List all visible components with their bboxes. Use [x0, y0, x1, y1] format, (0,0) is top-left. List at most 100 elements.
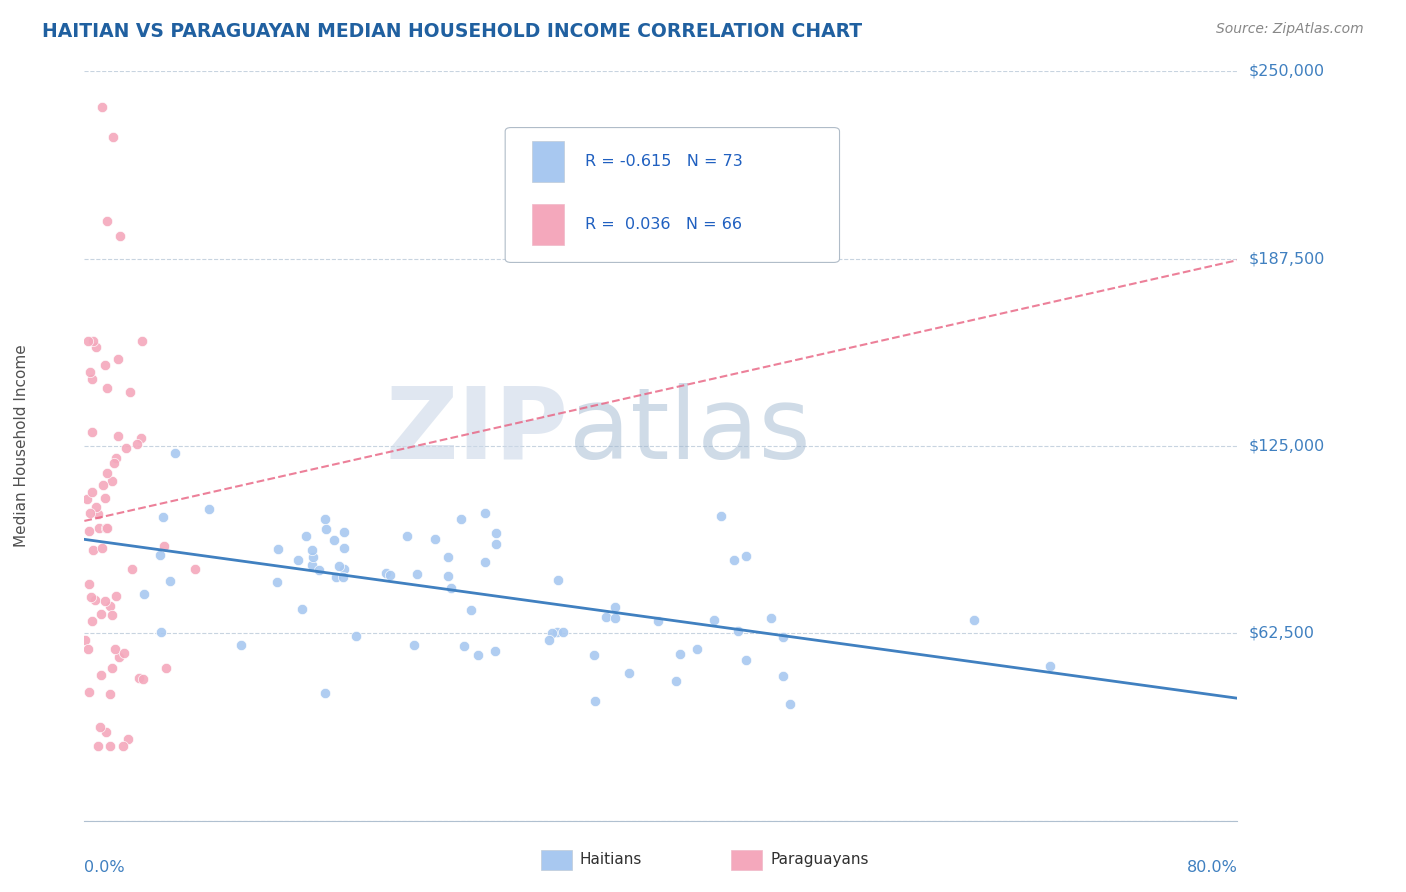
Point	[314, 512, 336, 526]
Point	[710, 508, 733, 523]
Point	[314, 686, 336, 700]
Point	[374, 566, 396, 580]
Point	[101, 661, 124, 675]
Point	[152, 510, 174, 524]
Point	[665, 674, 688, 689]
Point	[583, 694, 606, 708]
Text: Source: ZipAtlas.com: Source: ZipAtlas.com	[1216, 22, 1364, 37]
Point	[779, 697, 801, 711]
Point	[117, 732, 139, 747]
Point	[80, 371, 103, 385]
Point	[96, 521, 118, 535]
Point	[328, 559, 350, 574]
Point	[308, 563, 330, 577]
Point	[159, 574, 181, 589]
Point	[77, 685, 100, 699]
Point	[378, 568, 401, 582]
Point	[93, 594, 115, 608]
Point	[76, 491, 98, 506]
Point	[114, 442, 136, 456]
Point	[772, 669, 794, 683]
Point	[98, 599, 121, 613]
Point	[333, 525, 356, 540]
Point	[603, 610, 626, 624]
Point	[323, 533, 346, 548]
Point	[149, 625, 172, 640]
Point	[617, 665, 640, 680]
Point	[474, 506, 496, 520]
Point	[669, 648, 692, 662]
Point	[155, 661, 177, 675]
Point	[425, 532, 447, 546]
Point	[104, 451, 127, 466]
Point	[332, 570, 354, 584]
Point	[83, 593, 105, 607]
Point	[149, 548, 172, 562]
Point	[112, 646, 135, 660]
Point	[727, 624, 749, 639]
Point	[131, 430, 153, 444]
Point	[315, 522, 337, 536]
Text: HAITIAN VS PARAGUAYAN MEDIAN HOUSEHOLD INCOME CORRELATION CHART: HAITIAN VS PARAGUAYAN MEDIAN HOUSEHOLD I…	[42, 22, 862, 41]
Point	[198, 502, 221, 516]
Point	[93, 358, 115, 372]
Point	[87, 739, 110, 753]
Point	[104, 642, 127, 657]
Point	[98, 739, 121, 753]
Point	[107, 428, 129, 442]
Text: $125,000: $125,000	[1249, 439, 1324, 453]
Point	[103, 130, 124, 145]
Point	[90, 668, 112, 682]
Point	[131, 334, 153, 348]
Point	[108, 650, 131, 665]
Text: $187,500: $187,500	[1249, 252, 1324, 266]
Point	[84, 340, 107, 354]
Point	[96, 214, 118, 228]
Point	[325, 570, 347, 584]
Point	[93, 478, 115, 492]
Point	[485, 537, 508, 551]
Point	[76, 334, 98, 349]
Text: atlas: atlas	[568, 383, 810, 480]
Point	[453, 640, 475, 654]
Point	[165, 445, 187, 459]
Point	[287, 553, 309, 567]
Point	[460, 603, 482, 617]
Text: R = -0.615   N = 73: R = -0.615 N = 73	[585, 154, 742, 169]
Point	[75, 633, 97, 648]
Text: 80.0%: 80.0%	[1187, 860, 1237, 874]
Point	[131, 672, 153, 686]
Text: Median Household Income: Median Household Income	[14, 344, 30, 548]
Text: R =  0.036   N = 66: R = 0.036 N = 66	[585, 217, 742, 232]
Point	[118, 384, 141, 399]
Point	[90, 607, 112, 622]
Point	[583, 648, 606, 662]
FancyBboxPatch shape	[505, 128, 839, 262]
Point	[91, 541, 114, 555]
Point	[80, 590, 103, 604]
Point	[93, 491, 115, 505]
Point	[1039, 658, 1062, 673]
Point	[734, 549, 756, 564]
Point	[101, 474, 124, 488]
Point	[80, 425, 103, 439]
Point	[759, 611, 782, 625]
Point	[96, 381, 118, 395]
Point	[107, 351, 129, 366]
Point	[333, 562, 356, 576]
Point	[439, 581, 461, 595]
Text: Haitians: Haitians	[579, 853, 641, 867]
Point	[184, 562, 207, 576]
Point	[436, 569, 458, 583]
Point	[94, 521, 117, 535]
Point	[685, 641, 707, 656]
Point	[98, 687, 121, 701]
Point	[77, 577, 100, 591]
Point	[484, 644, 506, 658]
Point	[110, 229, 132, 244]
Text: $62,500: $62,500	[1249, 626, 1315, 640]
Point	[703, 613, 725, 627]
Point	[647, 614, 669, 628]
Point	[80, 485, 103, 500]
Point	[229, 638, 252, 652]
